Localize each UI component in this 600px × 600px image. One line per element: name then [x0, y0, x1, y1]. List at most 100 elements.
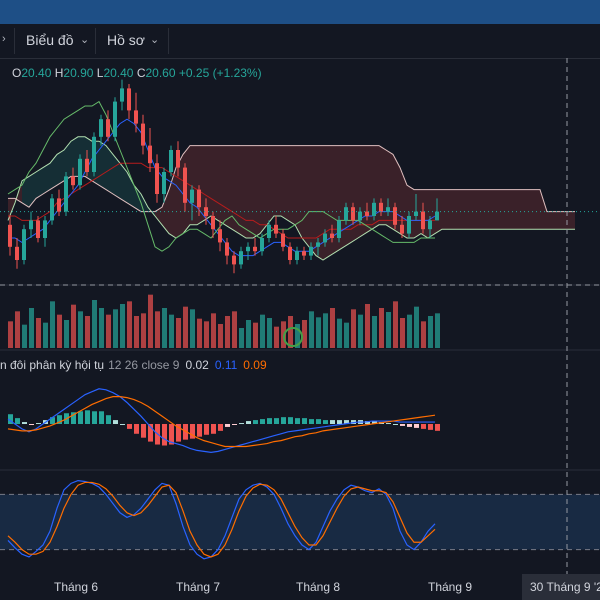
ichimoku-cloud-segment	[351, 145, 358, 243]
volume-bar	[232, 311, 237, 348]
x-tick-label: Tháng 7	[176, 580, 221, 594]
volume-bar	[274, 326, 279, 348]
low-value: 20.40	[103, 66, 134, 80]
volume-bar	[71, 304, 76, 348]
candle-body	[141, 123, 145, 146]
volume-bar	[400, 318, 405, 348]
ichimoku-cloud-segment	[533, 189, 540, 230]
macd-histogram-bar	[435, 424, 440, 431]
volume-bar	[113, 309, 118, 348]
candle-body	[407, 216, 411, 234]
volume-bar	[155, 311, 160, 348]
volume-bar	[190, 309, 195, 348]
close-key: C	[136, 66, 146, 80]
ichimoku-cloud-segment	[428, 189, 435, 238]
leading-span-b-line	[8, 145, 575, 213]
toolbar-divider	[168, 28, 169, 54]
ichimoku-cloud-segment	[309, 145, 316, 256]
volume-bar	[225, 316, 230, 348]
signal-line	[7, 396, 436, 448]
stochastic-d-line	[7, 481, 436, 558]
chevron-down-icon[interactable]: ⌄	[80, 34, 90, 46]
macd-histogram-bar	[218, 424, 223, 431]
candle-body	[239, 251, 243, 265]
candle-body	[183, 167, 187, 203]
volume-bar	[323, 313, 328, 348]
candle-body	[106, 119, 110, 137]
candle-body	[421, 211, 425, 230]
volume-bar	[260, 314, 265, 348]
ichimoku-cloud-segment	[526, 189, 533, 230]
ichimoku-cloud-segment	[120, 163, 127, 203]
macd-histogram-bar	[162, 424, 167, 446]
signal-marker-icon	[283, 327, 303, 347]
macd-histogram-bar	[148, 424, 153, 442]
candle-body	[8, 224, 12, 247]
ichimoku-cloud-segment	[22, 176, 29, 208]
macd-params: 12 26 close 9	[108, 358, 180, 372]
volume-bar	[253, 322, 258, 348]
macd-histogram-bar	[134, 424, 139, 434]
chevron-right-icon[interactable]: ›	[2, 33, 6, 45]
candle-body	[379, 202, 383, 212]
ichimoku-cloud-segment	[372, 145, 379, 230]
volume-bar	[120, 304, 125, 348]
macd-histogram-bar	[281, 417, 286, 424]
ichimoku-cloud-segment	[568, 211, 575, 230]
ichimoku-cloud-segment	[554, 211, 561, 230]
macd-indicator-name[interactable]: n đôi phân kỳ hội tụ	[0, 358, 105, 372]
volume-bar	[22, 324, 27, 348]
macd-histogram-bar	[204, 424, 209, 435]
ichimoku-cloud-segment	[239, 145, 246, 238]
profile-menu-button[interactable]: Hồ sơ	[107, 32, 145, 48]
volume-bar	[239, 328, 244, 348]
volume-bar	[428, 316, 433, 348]
ichimoku-cloud-segment	[295, 145, 302, 238]
macd-histogram-bar	[113, 420, 118, 424]
ichimoku-cloud-segment	[456, 189, 463, 230]
macd-histogram-bar	[414, 424, 419, 428]
ichimoku-cloud-segment	[316, 145, 323, 260]
macd-histogram-bar	[239, 423, 244, 425]
chevron-down-icon[interactable]: ⌄	[150, 34, 160, 46]
ichimoku-cloud-segment	[281, 145, 288, 221]
x-tick-label: Tháng 6	[54, 580, 99, 594]
volume-bar	[99, 308, 104, 348]
volume-bar	[64, 320, 69, 348]
stochastic-band	[0, 494, 600, 550]
macd-histogram-bar	[50, 417, 55, 424]
ichimoku-cloud-segment	[218, 145, 225, 225]
ichimoku-cloud-segment	[232, 145, 239, 234]
macd-histogram-bar	[386, 423, 391, 425]
candle-body	[50, 198, 54, 221]
volume-bar	[372, 316, 377, 348]
candle-body	[344, 207, 348, 221]
ichimoku-cloud-segment	[43, 163, 50, 194]
chart-menu-button[interactable]: Biểu đồ	[26, 32, 74, 48]
ichimoku-cloud-segment	[344, 145, 351, 247]
x-tick-label: Tháng 8	[296, 580, 341, 594]
volume-bar	[50, 301, 55, 348]
candle-body	[337, 220, 341, 238]
ohlc-legend: O20.40 H20.90 L20.40 C20.60 +0.25 (+1.23…	[12, 66, 262, 80]
volume-bar	[330, 308, 335, 348]
macd-histogram-bar	[78, 411, 83, 424]
ichimoku-cloud-segment	[547, 211, 554, 230]
ichimoku-cloud-segment	[197, 145, 204, 225]
ichimoku-cloud-segment	[71, 136, 78, 177]
volume-bar	[8, 321, 13, 348]
volume-bar	[127, 301, 132, 348]
high-key: H	[54, 66, 64, 80]
open-value: 20.40	[21, 66, 52, 80]
ichimoku-cloud-segment	[449, 189, 456, 230]
volume-bar	[316, 317, 321, 348]
chart-toolbar: › Biểu đồ ⌄ Hồ sơ ⌄	[0, 24, 600, 59]
candle-body	[330, 233, 334, 238]
macd-histogram-bar	[323, 420, 328, 424]
candle-body	[435, 211, 439, 221]
volume-bar	[169, 314, 174, 348]
ichimoku-cloud-segment	[246, 145, 253, 238]
ichimoku-cloud-segment	[127, 172, 134, 208]
macd-histogram-bar	[120, 424, 125, 425]
